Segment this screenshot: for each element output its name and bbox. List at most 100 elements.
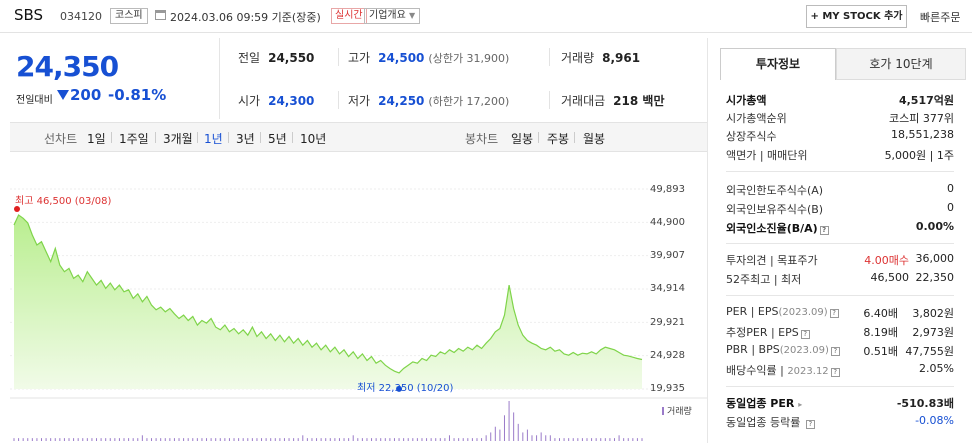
low-marker (396, 385, 403, 392)
period-1d[interactable]: 1일 (87, 132, 106, 146)
realtime-badge[interactable]: 실시간 (331, 8, 367, 24)
change-value: 200 (70, 86, 102, 104)
volume-bar (329, 438, 331, 441)
info-label: 외국인보유주식수(B) (726, 203, 824, 216)
volume-bar (288, 438, 290, 441)
volume-bar (618, 435, 620, 441)
stat-label: 전일 (238, 51, 261, 65)
volume-bar (613, 438, 615, 441)
volume-bar (444, 438, 446, 441)
volume-bar (540, 432, 542, 441)
divider (726, 295, 954, 296)
period-1y[interactable]: 1년 (204, 132, 223, 146)
volume-legend: 거래량 (662, 404, 692, 417)
stat-value: 24,300 (268, 94, 315, 108)
candle-chart-label: 봉차트 (465, 132, 499, 146)
stat-low: 저가 24,250 (하한가 17,200) (348, 92, 509, 109)
volume-bar (238, 438, 240, 441)
volume-bar (224, 438, 226, 441)
info-value-est-per: 8.19배 (863, 326, 898, 339)
tab-orderbook-10[interactable]: 호가 10단계 (836, 48, 966, 80)
candle-monthly[interactable]: 월봉 (583, 132, 606, 146)
volume-bar (279, 438, 281, 441)
volume-bar (219, 438, 221, 441)
info-label: 투자의견 | 목표주가 (726, 254, 818, 267)
volume-bar (357, 438, 359, 441)
volume-bar (155, 438, 157, 441)
volume-bar (31, 438, 33, 441)
help-icon[interactable]: ? (829, 309, 839, 318)
info-row-industry-rate: 동일업종 등락률 ? -0.08% (726, 414, 954, 430)
period-1w[interactable]: 1주일 (119, 132, 149, 146)
help-icon[interactable]: ? (800, 330, 810, 339)
help-icon[interactable]: ? (830, 368, 840, 377)
volume-bar (96, 438, 98, 441)
tab-investment-info[interactable]: 투자정보 (720, 48, 836, 80)
chart-high-label: 최고 46,500 (03/08) (15, 196, 112, 207)
volume-bar (581, 438, 583, 441)
help-icon[interactable]: ? (805, 420, 815, 429)
help-icon[interactable]: ? (819, 226, 829, 235)
volume-bar (68, 438, 70, 441)
volume-bar (18, 438, 20, 441)
quick-order-link[interactable]: 빠른주문 (920, 11, 961, 24)
volume-bar (591, 438, 593, 441)
volume-bar (632, 438, 634, 441)
info-label-wrap: 배당수익률 | 2023.12? (726, 362, 840, 378)
add-mystock-button[interactable]: + MY STOCK 추가 (806, 5, 907, 28)
volume-bar (513, 412, 515, 441)
info-period: (2023.09) (779, 345, 829, 356)
volume-bar (558, 438, 560, 441)
volume-bar (462, 438, 464, 441)
volume-bar (407, 438, 409, 441)
period-10y[interactable]: 10년 (300, 132, 327, 146)
volume-bar (508, 401, 510, 441)
volume-bar (297, 438, 299, 441)
volume-bar (499, 429, 501, 441)
stat-label: 거래대금 (561, 94, 606, 108)
current-price: 24,350 (16, 50, 119, 83)
stat-value: 24,550 (268, 51, 315, 65)
volume-bar (361, 438, 363, 441)
info-label: 추정PER | EPS (726, 326, 799, 339)
volume-bar (306, 438, 308, 441)
period-5y[interactable]: 5년 (268, 132, 287, 146)
stat-high: 고가 24,500 (상한가 31,900) (348, 49, 509, 66)
info-label: 외국인한도주식수(A) (726, 184, 824, 197)
volume-bar (471, 438, 473, 441)
volume-bar (293, 438, 295, 441)
info-label: PBR | BPS (726, 343, 780, 356)
volume-bar (467, 438, 469, 441)
info-value-pbr: 0.51배 (863, 345, 898, 358)
volume-bar (316, 438, 318, 441)
chevron-right-icon[interactable]: ▸ (798, 400, 803, 409)
candle-daily[interactable]: 일봉 (511, 132, 534, 146)
stat-value: 218 백만 (613, 94, 665, 108)
info-value: 0 (947, 182, 954, 195)
price-chart[interactable]: 49,893 44,900 39,907 34,914 29,921 24,92… (10, 152, 707, 443)
volume-bar (109, 438, 111, 441)
period-3y[interactable]: 3년 (236, 132, 255, 146)
info-value-target: 36,000 (915, 252, 955, 265)
volume-bar (36, 438, 38, 441)
period-3m[interactable]: 3개월 (163, 132, 193, 146)
info-row-foreign-hold: 외국인보유주식수(B) 0 (726, 201, 954, 217)
volume-bar (412, 438, 414, 441)
info-value: 코스피 377위 (889, 112, 954, 125)
volume-bar (439, 438, 441, 441)
candle-weekly[interactable]: 주봉 (547, 132, 570, 146)
volume-bar (384, 438, 386, 441)
info-row-per: PER | EPS(2023.09)? 6.40배 3,802원 (726, 305, 954, 321)
volume-bar (485, 435, 487, 441)
volume-bar (215, 438, 217, 441)
volume-bar (247, 438, 249, 441)
y-tick: 24,928 (650, 350, 685, 361)
stat-volume: 거래량 8,961 (561, 49, 640, 66)
volume-bar (595, 438, 597, 441)
company-overview-button[interactable]: 기업개요 ▼ (364, 8, 421, 24)
volume-bar (343, 438, 345, 441)
volume-bar (476, 438, 478, 441)
help-icon[interactable]: ? (830, 347, 840, 356)
stat-value: 8,961 (602, 51, 641, 65)
separator (155, 132, 156, 143)
